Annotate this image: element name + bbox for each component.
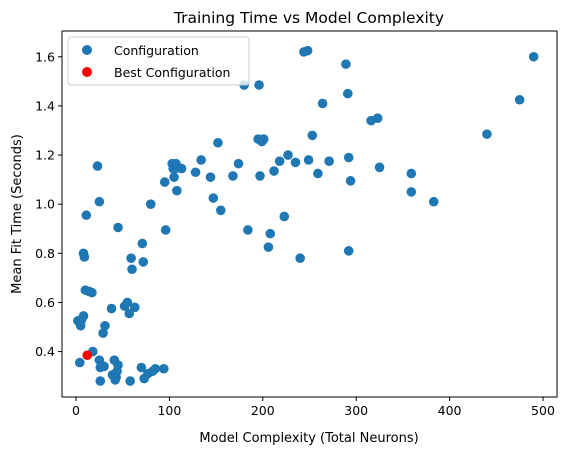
- data-point: [176, 163, 187, 174]
- data-point: [106, 303, 117, 314]
- data-point: [100, 320, 110, 331]
- data-point: [92, 161, 103, 171]
- data-point: [295, 253, 305, 264]
- data-point: [406, 187, 417, 197]
- data-point: [81, 210, 92, 221]
- data-point: [255, 171, 265, 181]
- x-tick-label: 300: [344, 403, 368, 418]
- data-point: [122, 297, 133, 308]
- data-point: [341, 59, 351, 69]
- data-point: [172, 185, 182, 196]
- chart-title: Training Time vs Model Complexity: [173, 9, 444, 27]
- data-point: [233, 158, 244, 169]
- data-point: [302, 45, 313, 56]
- data-point: [159, 363, 169, 374]
- legend-label-best-configuration: Best Configuration: [114, 65, 230, 80]
- data-point: [205, 172, 216, 182]
- data-point: [113, 360, 123, 370]
- axis-ticks: 0 100 200 300 400 500 0.4 0.6 0.8 1.0 1.2 1.4 1.6: [35, 49, 555, 418]
- data-point: [136, 362, 147, 373]
- data-point: [169, 172, 179, 182]
- legend-marker-best-configuration: [82, 67, 92, 77]
- data-point: [283, 150, 293, 160]
- data-point: [343, 246, 354, 256]
- data-point: [87, 287, 97, 298]
- best-data-point: [82, 350, 93, 361]
- y-tick-label: 1.6: [35, 49, 55, 64]
- data-point: [307, 130, 318, 141]
- data-point: [372, 113, 383, 124]
- data-point: [303, 155, 314, 165]
- data-point: [482, 129, 492, 139]
- legend-marker-configuration: [82, 45, 92, 55]
- data-point: [99, 361, 109, 372]
- data-point: [265, 228, 276, 239]
- data-point: [343, 152, 354, 163]
- data-point: [290, 157, 301, 168]
- y-tick-label: 1.4: [35, 98, 55, 113]
- legend-label-configuration: Configuration: [114, 43, 199, 58]
- data-point: [374, 162, 385, 173]
- y-tick-label: 1.0: [35, 197, 55, 212]
- data-point: [208, 193, 219, 203]
- y-tick-label: 0.6: [35, 295, 55, 310]
- data-point: [228, 171, 238, 181]
- data-point: [159, 177, 170, 187]
- data-point: [274, 156, 285, 166]
- data-point: [342, 88, 353, 99]
- data-point: [324, 156, 334, 166]
- data-point: [79, 252, 90, 262]
- data-point: [528, 51, 539, 62]
- data-point: [150, 363, 161, 374]
- data-point: [127, 264, 137, 275]
- data-point: [130, 302, 140, 313]
- data-point: [125, 376, 135, 386]
- data-point: [345, 176, 356, 186]
- x-tick-label: 100: [157, 403, 181, 418]
- legend: Configuration Best Configuration: [67, 36, 250, 86]
- plot-frame: [61, 30, 558, 398]
- data-point: [98, 328, 108, 338]
- legend-box: [67, 36, 250, 86]
- data-point: [213, 137, 223, 148]
- x-tick-label: 500: [531, 403, 555, 418]
- y-tick-label: 1.2: [35, 148, 55, 163]
- data-point: [279, 211, 290, 222]
- y-tick-label: 0.4: [35, 344, 55, 359]
- data-point: [190, 167, 201, 178]
- data-point: [138, 257, 149, 267]
- x-tick-label: 200: [251, 403, 275, 418]
- y-tick-label: 0.8: [35, 246, 55, 261]
- data-point: [137, 238, 148, 249]
- data-point: [313, 168, 323, 179]
- data-points: [73, 45, 539, 386]
- data-point: [124, 308, 135, 319]
- data-point: [196, 155, 206, 165]
- data-point: [406, 168, 417, 179]
- data-point: [113, 222, 123, 233]
- data-point: [126, 253, 136, 264]
- data-point: [74, 357, 85, 368]
- data-point: [94, 196, 105, 207]
- data-point: [78, 311, 89, 321]
- data-point: [215, 205, 226, 216]
- data-point: [269, 166, 279, 176]
- data-point: [263, 242, 274, 252]
- data-point: [258, 134, 269, 144]
- x-tick-label: 0: [72, 403, 80, 418]
- data-point: [243, 225, 253, 235]
- data-point: [428, 196, 439, 207]
- data-point: [95, 376, 106, 386]
- data-point: [145, 199, 156, 209]
- y-axis-label: Mean Fit Time (Seconds): [10, 134, 25, 294]
- data-point: [254, 80, 264, 90]
- x-tick-label: 400: [438, 403, 462, 418]
- data-point: [514, 94, 525, 105]
- x-axis-label: Model Complexity (Total Neurons): [199, 431, 418, 446]
- data-point: [317, 98, 328, 109]
- data-point: [160, 225, 171, 235]
